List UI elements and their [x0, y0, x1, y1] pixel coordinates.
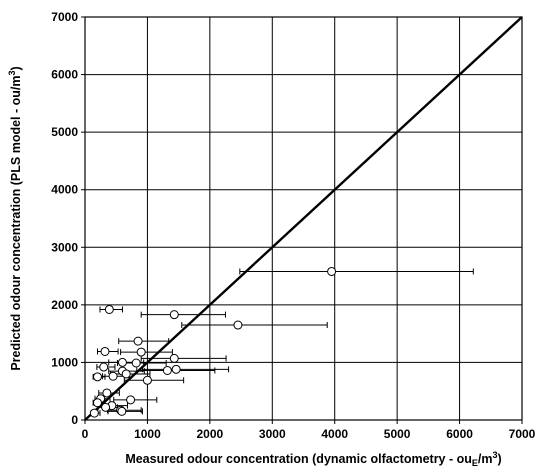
data-point [100, 346, 110, 356]
data-point [133, 336, 143, 346]
data-point [117, 406, 127, 416]
data-point [171, 364, 181, 374]
data-points [89, 266, 337, 418]
reference-line [84, 16, 523, 421]
data-point [327, 266, 337, 276]
y-tick-labels: 0 1000 2000 3000 4000 5000 6000 7000 [51, 10, 78, 427]
y-axis-label: Predicted odour concentration (PLS model… [7, 66, 23, 370]
x-tick-label: 7000 [509, 427, 536, 441]
data-point [131, 358, 141, 368]
y-tick-label: 6000 [51, 68, 78, 82]
data-point [89, 408, 99, 418]
data-point [121, 369, 131, 379]
data-point [101, 402, 111, 412]
x-axis-label: Measured odour concentration (dynamic ol… [125, 450, 501, 468]
y-tick-label: 4000 [51, 183, 78, 197]
data-point [92, 372, 102, 382]
data-point [142, 375, 152, 385]
data-point [99, 362, 109, 372]
data-point [169, 310, 179, 320]
y-tick-label: 0 [71, 413, 78, 427]
data-point [108, 371, 118, 381]
y-tick-label: 5000 [51, 125, 78, 139]
x-tick-labels: 0 1000 2000 3000 4000 5000 6000 7000 [82, 427, 536, 441]
x-tick-label: 6000 [446, 427, 473, 441]
data-point [104, 304, 114, 314]
plot-frame [84, 16, 523, 421]
error-bars [90, 268, 474, 417]
data-point [136, 347, 146, 357]
data-point [162, 365, 172, 375]
reference-line-layer [84, 16, 523, 421]
y-tick-label: 1000 [51, 355, 78, 369]
x-tick-label: 2000 [197, 427, 224, 441]
x-tick-label: 5000 [384, 427, 411, 441]
x-tick-label: 1000 [134, 427, 161, 441]
x-tick-label: 3000 [259, 427, 286, 441]
data-point [92, 398, 102, 408]
y-tick-label: 2000 [51, 298, 78, 312]
data-point [169, 353, 179, 363]
y-tick-label: 7000 [51, 10, 78, 24]
data-point [233, 320, 243, 330]
data-point [117, 357, 127, 367]
y-tick-label: 3000 [51, 240, 78, 254]
data-point [126, 395, 136, 405]
x-tick-label: 0 [82, 427, 89, 441]
x-tick-label: 4000 [321, 427, 348, 441]
data-point [102, 388, 112, 398]
